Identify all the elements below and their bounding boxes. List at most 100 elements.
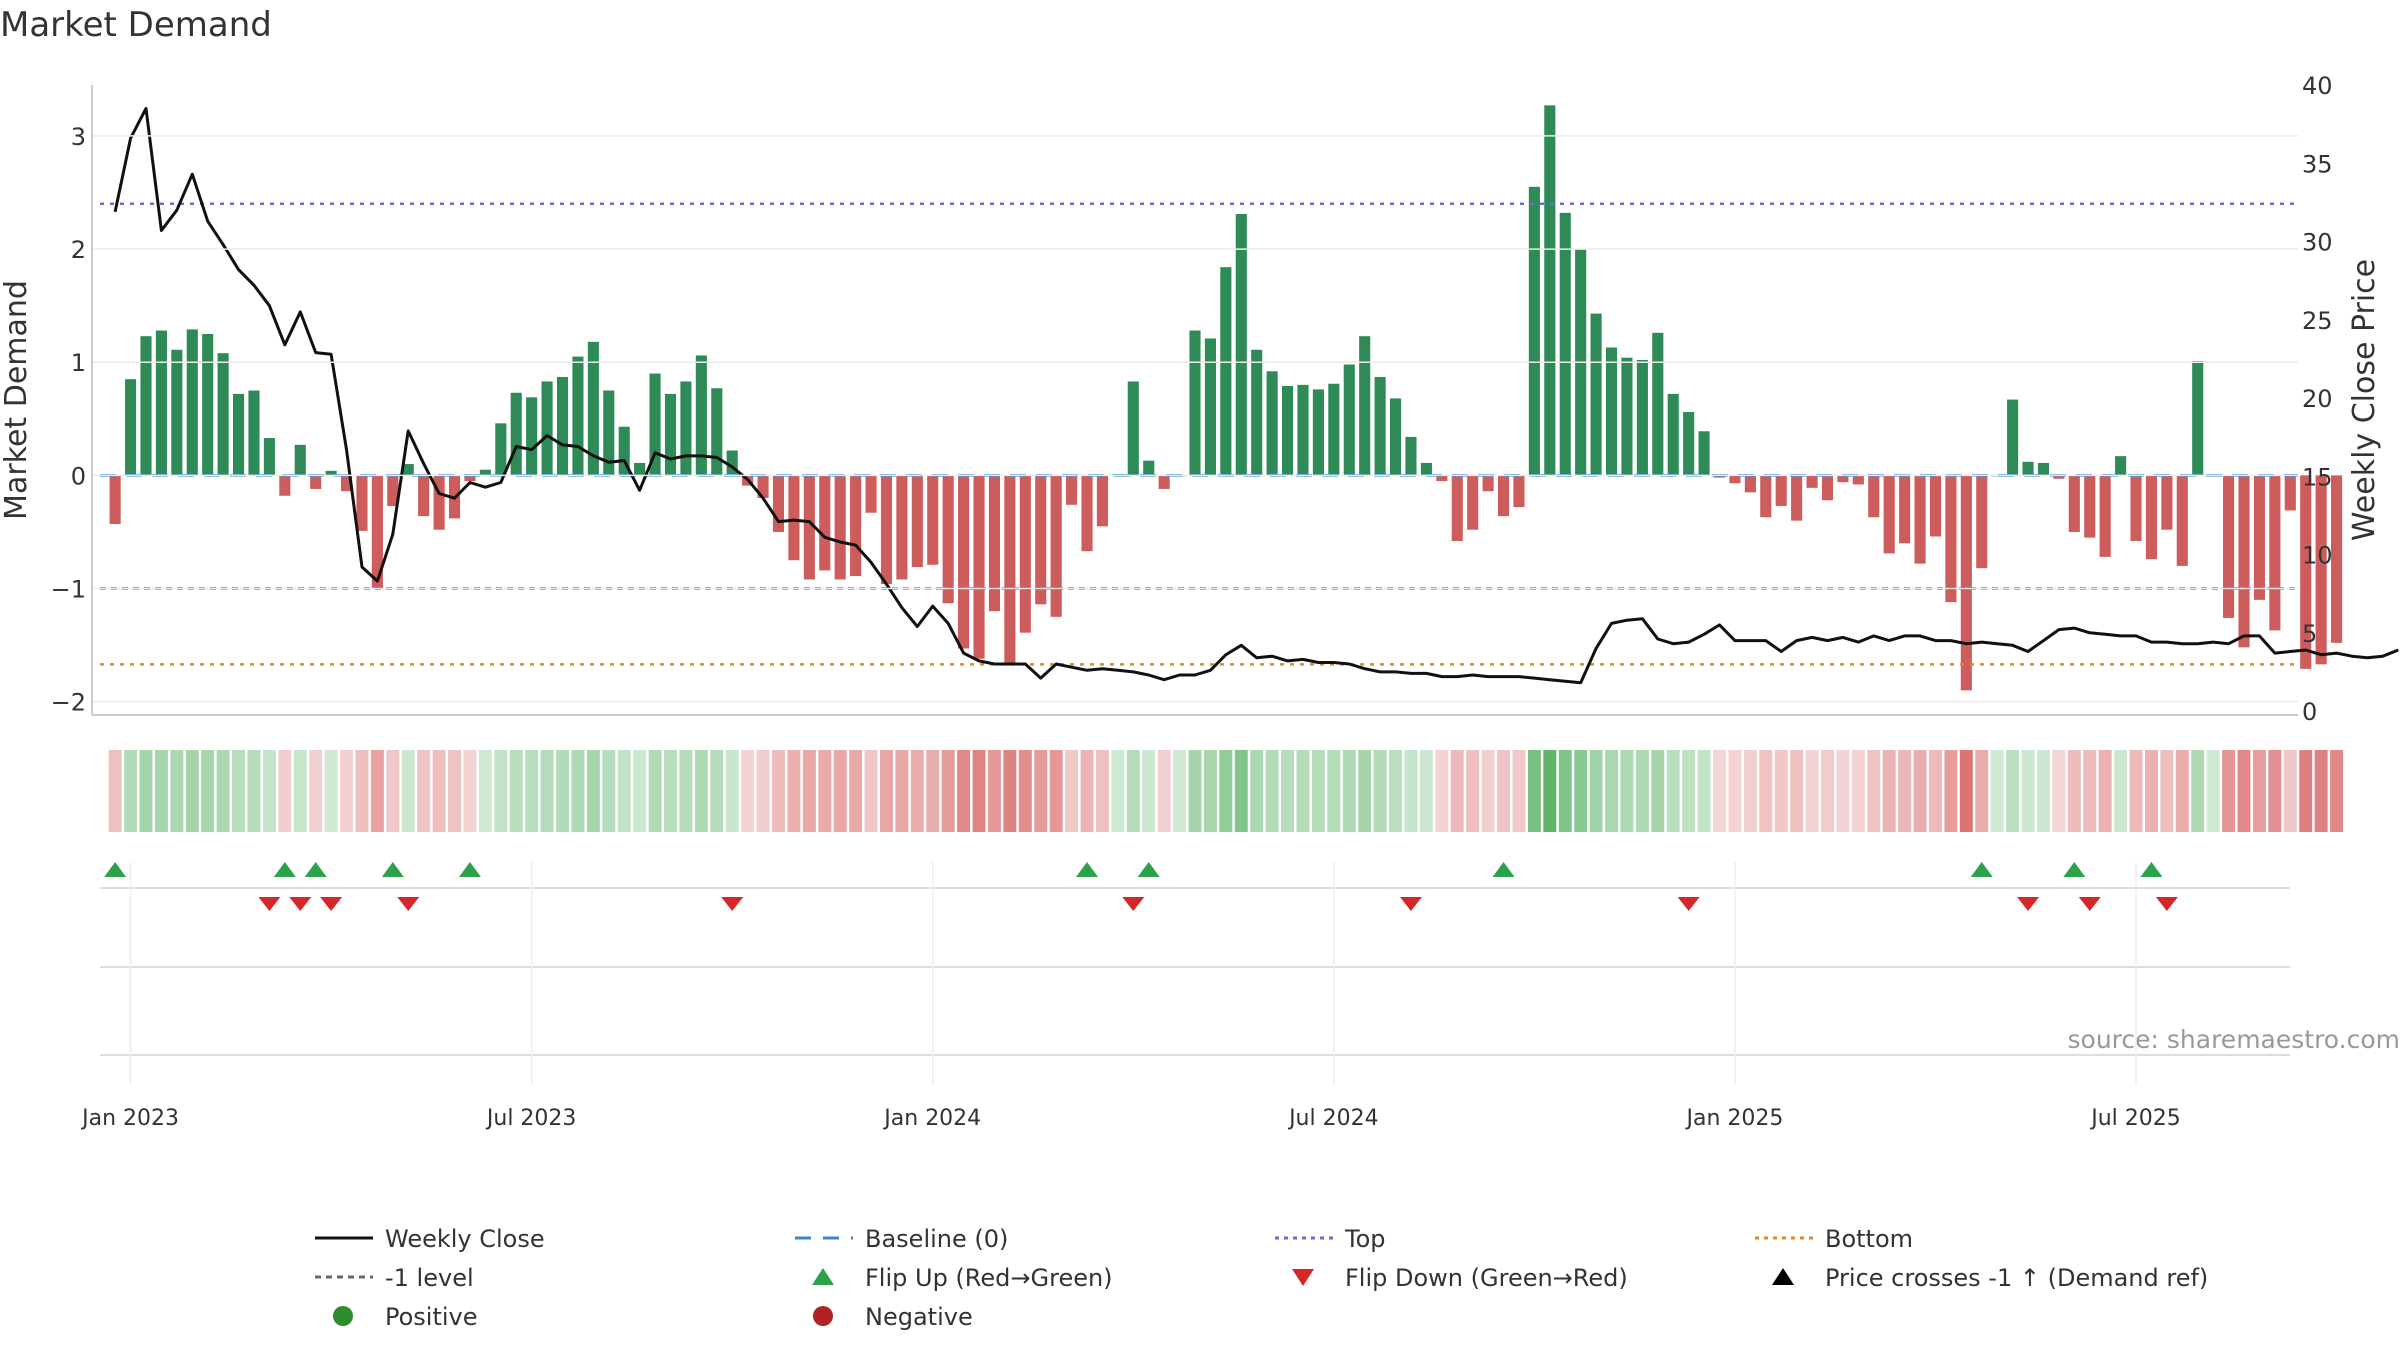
heat-cell xyxy=(2207,750,2220,832)
heat-cell xyxy=(679,750,692,832)
demand-bar xyxy=(2022,462,2033,476)
demand-bar xyxy=(356,475,367,530)
heat-cell xyxy=(1173,750,1186,832)
heat-cell xyxy=(340,750,353,832)
demand-bar xyxy=(1884,475,1895,553)
demand-bars-layer xyxy=(110,105,2343,690)
heat-cell xyxy=(1250,750,1263,832)
heat-cell xyxy=(1050,750,1063,832)
demand-bar xyxy=(1359,336,1370,475)
demand-bar xyxy=(2007,400,2018,476)
heat-cell xyxy=(2268,750,2281,832)
heat-cell xyxy=(1898,750,1911,832)
demand-bar xyxy=(1529,187,1540,476)
demand-bar xyxy=(1066,475,1077,504)
y2-axis-label: Weekly Close Price xyxy=(2347,259,2382,541)
heat-cell xyxy=(155,750,168,832)
demand-bar xyxy=(927,475,938,564)
demand-bar xyxy=(1297,385,1308,476)
legend-label: Baseline (0) xyxy=(865,1225,1008,1253)
y-tick-label: 3 xyxy=(71,123,86,151)
demand-bar xyxy=(1637,360,1648,475)
demand-bar xyxy=(310,475,321,489)
heat-cell xyxy=(247,750,260,832)
demand-bar xyxy=(1452,475,1463,541)
heat-cell xyxy=(1759,750,1772,832)
heat-cell xyxy=(1189,750,1202,832)
heat-cell xyxy=(1713,750,1726,832)
heat-cell xyxy=(1327,750,1340,832)
x-tick-label: Jul 2023 xyxy=(485,1106,577,1131)
legend-swatch-circle xyxy=(813,1306,833,1326)
legend-label: Top xyxy=(1344,1225,1386,1253)
legend-label: -1 level xyxy=(385,1264,474,1292)
demand-bar xyxy=(110,475,121,524)
demand-bar xyxy=(773,475,784,532)
demand-bar xyxy=(1745,475,1756,492)
demand-bar xyxy=(1159,475,1170,489)
demand-bar xyxy=(279,475,290,495)
heat-cell xyxy=(2253,750,2266,832)
heat-cell xyxy=(1219,750,1232,832)
demand-bar xyxy=(1020,475,1031,632)
demand-bar xyxy=(2269,475,2280,630)
flip-markers-layer xyxy=(100,862,2290,1085)
demand-bar xyxy=(295,445,306,476)
heat-cell xyxy=(865,750,878,832)
demand-bar xyxy=(2146,475,2157,559)
demand-heat-strip xyxy=(109,750,2343,832)
heat-cell xyxy=(1297,750,1310,832)
flip-down-marker xyxy=(320,897,342,911)
demand-bar xyxy=(912,475,923,567)
heat-cell xyxy=(294,750,307,832)
y-tick-label: −2 xyxy=(51,689,86,717)
demand-bar xyxy=(943,475,954,603)
flip-down-marker xyxy=(1678,897,1700,911)
heat-cell xyxy=(232,750,245,832)
heat-cell xyxy=(1512,750,1525,832)
demand-bar xyxy=(140,336,151,475)
heat-cell xyxy=(1358,750,1371,832)
heat-cell xyxy=(1235,750,1248,832)
demand-bar xyxy=(1405,437,1416,475)
demand-bar xyxy=(1220,267,1231,475)
heat-cell xyxy=(386,750,399,832)
demand-bar xyxy=(480,470,491,476)
heat-cell xyxy=(787,750,800,832)
demand-bar xyxy=(1513,475,1524,507)
legend-swatch-triangle-down xyxy=(1292,1269,1314,1286)
heat-cell xyxy=(757,750,770,832)
heat-cell xyxy=(2238,750,2251,832)
heat-cell xyxy=(494,750,507,832)
y-axis-label: Market Demand xyxy=(0,280,34,520)
heat-cell xyxy=(309,750,322,832)
heat-cell xyxy=(1944,750,1957,832)
demand-bar xyxy=(511,393,522,476)
demand-bar xyxy=(2038,463,2049,475)
heat-cell xyxy=(1867,750,1880,832)
heat-cell xyxy=(741,750,754,832)
demand-bar xyxy=(1606,348,1617,476)
demand-bar xyxy=(1591,314,1602,476)
heat-cell xyxy=(772,750,785,832)
demand-bar xyxy=(1467,475,1478,529)
demand-bar xyxy=(711,388,722,475)
legend-label: Flip Down (Green→Red) xyxy=(1345,1264,1628,1292)
heat-cell xyxy=(2160,750,2173,832)
heat-cell xyxy=(1574,750,1587,832)
demand-bar xyxy=(1668,394,1679,475)
heat-cell xyxy=(140,750,153,832)
heat-cell xyxy=(973,750,986,832)
heat-cell xyxy=(479,750,492,832)
heat-cell xyxy=(1651,750,1664,832)
legend-label: Negative xyxy=(865,1303,973,1331)
demand-bar xyxy=(202,334,213,475)
heat-cell xyxy=(1404,750,1417,832)
demand-bar xyxy=(1961,475,1972,690)
heat-cell xyxy=(1281,750,1294,832)
demand-bar xyxy=(156,331,167,476)
demand-bar xyxy=(1051,475,1062,616)
lines-layer xyxy=(100,109,2398,683)
